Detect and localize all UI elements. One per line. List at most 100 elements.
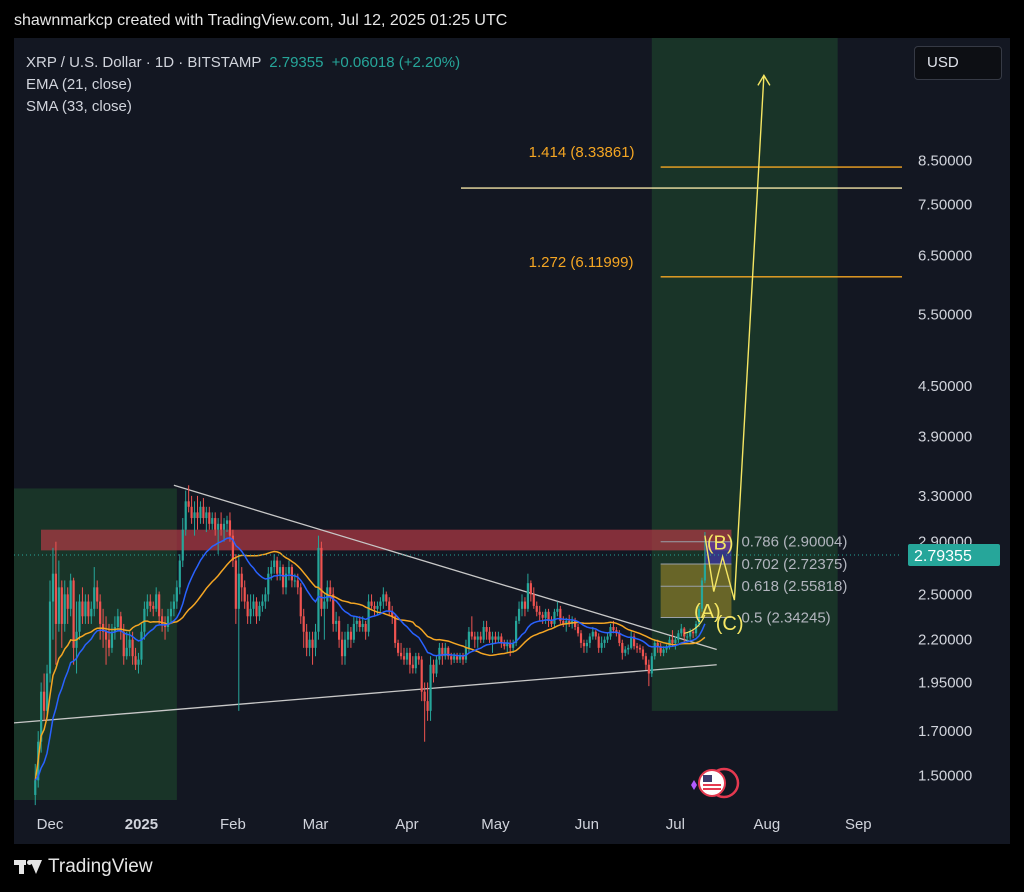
candle-body (532, 594, 535, 606)
candle (397, 639, 400, 657)
candle (420, 656, 423, 702)
candle (308, 631, 311, 657)
candle (287, 560, 291, 581)
wave-a-curve (684, 614, 706, 634)
candle (597, 633, 600, 653)
candle-body (370, 601, 373, 606)
candle-body (317, 547, 320, 632)
candle-body (497, 636, 500, 640)
fib-upper-box (704, 541, 732, 564)
candle-body (267, 573, 270, 595)
candle (509, 639, 512, 657)
candle-body (485, 627, 488, 632)
candle-body (420, 659, 423, 692)
candle-body (391, 611, 394, 617)
candle-body (214, 518, 217, 530)
candle-body (461, 656, 465, 660)
candle-body (576, 627, 580, 634)
candle (523, 597, 527, 617)
legend-sma[interactable]: SMA (33, close) (26, 98, 132, 115)
brand-name: TradingView (48, 856, 153, 877)
candle (338, 616, 341, 648)
price-chart[interactable]: 1.414 (8.33861) 1.272 (6.11999) 0.786 (2.9… (14, 38, 1010, 844)
candle-body (81, 601, 84, 617)
candle-body (60, 587, 63, 624)
candle-body (594, 631, 597, 637)
candle-body (674, 639, 677, 643)
candle-body (314, 631, 317, 648)
candle (674, 636, 677, 650)
candle-body (627, 647, 630, 650)
y-tick-label: 4.50000 (918, 378, 972, 395)
candle-body (694, 623, 698, 634)
candle (169, 601, 173, 624)
candle (134, 647, 137, 670)
candle (556, 601, 559, 617)
candle (576, 623, 580, 637)
candle (438, 642, 441, 665)
candle (644, 652, 647, 670)
candle-body (641, 649, 645, 657)
candle-body (467, 631, 470, 648)
candle (281, 564, 285, 595)
candle-body (293, 580, 296, 582)
candle-body (281, 567, 285, 588)
candle-body (63, 594, 66, 624)
legend-ema[interactable]: EMA (21, close) (26, 76, 132, 93)
candle-body (284, 573, 288, 588)
candle-body (287, 567, 291, 574)
candle-body (526, 583, 529, 609)
candle (582, 639, 586, 653)
candle (700, 577, 704, 612)
candle (51, 547, 55, 640)
last-price-label: 2.79355 (914, 548, 972, 565)
legend-symbol: XRP / U.S. Dollar · 1D · BITSTAMP (26, 54, 262, 71)
x-tick-label: Feb (220, 816, 246, 833)
candle (638, 644, 642, 653)
candle-body (308, 639, 311, 648)
candle-body (494, 636, 497, 640)
candle-body (444, 647, 447, 657)
wave-label-c: (C) (716, 613, 744, 635)
candle (340, 631, 344, 665)
candle-body (234, 560, 237, 609)
currency-button[interactable]: USD (914, 46, 1002, 80)
candle-body (606, 636, 609, 640)
candle (273, 554, 276, 574)
candle-body (72, 580, 75, 648)
candle (166, 608, 170, 632)
candle-body (69, 580, 72, 609)
candle-body (562, 620, 565, 624)
chart-panel[interactable]: 1.414 (8.33861) 1.272 (6.11999) 0.786 (2.9… (14, 38, 1010, 844)
y-tick-label: 3.30000 (918, 488, 972, 505)
candle-body (506, 642, 509, 647)
candle (532, 587, 535, 609)
x-tick-label: Dec (37, 816, 64, 833)
candle-body (686, 636, 689, 638)
candle-body (488, 631, 491, 640)
candle-body (432, 664, 435, 674)
candle-body (692, 631, 695, 634)
candle (627, 644, 630, 655)
candle (199, 501, 202, 524)
candle-body (491, 636, 494, 640)
candle (497, 631, 500, 643)
candle (335, 611, 338, 632)
candle-body (349, 631, 352, 640)
candle-body (346, 631, 350, 640)
candle-body (258, 605, 261, 617)
candle (193, 501, 196, 536)
candle (237, 554, 240, 711)
candle-body (311, 639, 314, 648)
candle (332, 587, 335, 632)
candle (181, 518, 184, 568)
candle-body (553, 611, 556, 624)
chart-legend: XRP / U.S. Dollar · 1D · BITSTAMP 2.7935… (26, 52, 460, 118)
candle-body (435, 659, 438, 674)
candle-body (364, 623, 367, 632)
candle (349, 627, 352, 648)
ascending-trendline (14, 664, 717, 724)
candle-body (656, 642, 659, 647)
candle-body (441, 647, 444, 657)
candle (479, 631, 482, 643)
